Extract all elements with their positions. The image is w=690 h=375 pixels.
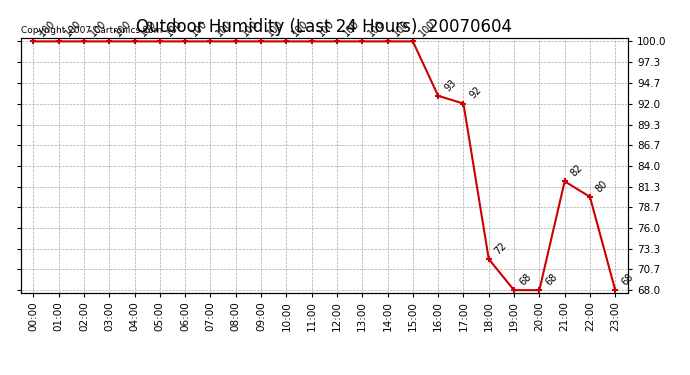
Text: 100: 100 bbox=[366, 18, 386, 39]
Text: 68: 68 bbox=[544, 272, 560, 287]
Text: Copyright 2007 Cartronics.com: Copyright 2007 Cartronics.com bbox=[21, 26, 162, 35]
Title: Outdoor Humidity (Last 24 Hours)  20070604: Outdoor Humidity (Last 24 Hours) 2007060… bbox=[137, 18, 512, 36]
Text: 68: 68 bbox=[518, 272, 534, 287]
Text: 100: 100 bbox=[341, 18, 361, 39]
Text: 100: 100 bbox=[88, 18, 108, 39]
Text: 93: 93 bbox=[442, 77, 458, 93]
Text: 100: 100 bbox=[215, 18, 235, 39]
Text: 92: 92 bbox=[468, 85, 484, 101]
Text: 100: 100 bbox=[290, 18, 310, 39]
Text: 100: 100 bbox=[265, 18, 285, 39]
Text: 100: 100 bbox=[392, 18, 412, 39]
Text: 100: 100 bbox=[316, 18, 336, 39]
Text: 100: 100 bbox=[37, 18, 57, 39]
Text: 100: 100 bbox=[417, 18, 437, 39]
Text: 68: 68 bbox=[620, 272, 635, 287]
Text: 72: 72 bbox=[493, 240, 509, 256]
Text: 100: 100 bbox=[240, 18, 260, 39]
Text: 100: 100 bbox=[139, 18, 159, 39]
Text: 100: 100 bbox=[164, 18, 184, 39]
Text: 100: 100 bbox=[113, 18, 133, 39]
Text: 80: 80 bbox=[594, 178, 610, 194]
Text: 82: 82 bbox=[569, 163, 584, 178]
Text: 100: 100 bbox=[189, 18, 209, 39]
Text: 100: 100 bbox=[63, 18, 83, 39]
